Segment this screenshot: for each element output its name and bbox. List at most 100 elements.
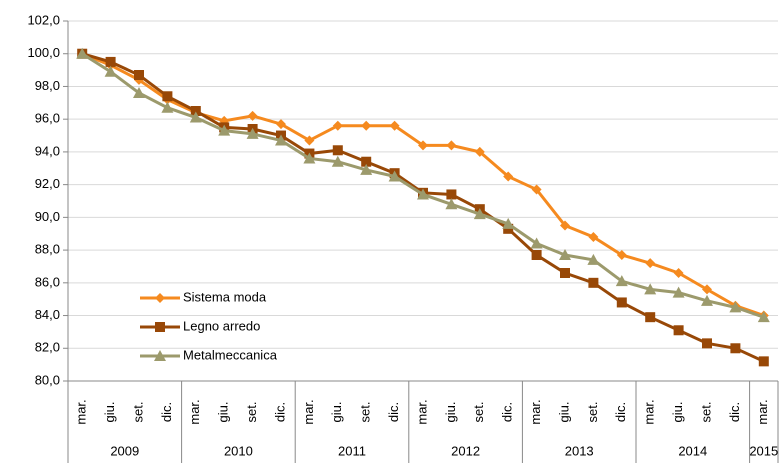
- data-point: [105, 56, 116, 67]
- data-point: [331, 155, 344, 167]
- x-group-label: 2014: [678, 443, 707, 458]
- x-tick-label: dic.: [159, 402, 174, 422]
- data-point: [588, 232, 599, 242]
- data-point: [758, 356, 769, 367]
- x-tick-label: set.: [130, 402, 145, 423]
- x-group-label: 2009: [110, 443, 139, 458]
- series-line: [81, 52, 765, 319]
- data-point: [701, 294, 713, 306]
- y-tick-label: 88,0: [35, 242, 60, 257]
- data-point: [474, 146, 485, 157]
- x-tick-label: dic.: [613, 402, 628, 422]
- x-tick-label: giu.: [443, 402, 458, 423]
- data-point: [560, 220, 570, 231]
- y-tick-label: 92,0: [35, 176, 60, 191]
- x-tick-label: mar.: [642, 399, 657, 424]
- data-point: [702, 338, 712, 349]
- y-tick-label: 90,0: [35, 209, 60, 224]
- legend-label: Metalmeccanica: [183, 347, 278, 362]
- data-point: [133, 87, 145, 98]
- x-tick-label: set.: [471, 402, 486, 423]
- data-point: [361, 120, 372, 131]
- x-group-label: 2012: [451, 443, 480, 458]
- x-tick-label: mar.: [755, 399, 770, 424]
- data-point: [389, 120, 400, 131]
- x-tick-label: giu.: [216, 402, 231, 423]
- data-point: [303, 152, 316, 164]
- data-point: [361, 156, 372, 167]
- data-point: [672, 286, 685, 298]
- data-point: [104, 65, 117, 77]
- data-point: [275, 134, 287, 146]
- data-point: [446, 189, 457, 200]
- y-tick-label: 100,0: [27, 45, 60, 60]
- data-point: [588, 277, 599, 288]
- y-tick-label: 84,0: [35, 307, 60, 322]
- data-point: [616, 250, 627, 260]
- x-tick-label: giu.: [329, 402, 344, 423]
- x-tick-label: mar.: [414, 399, 429, 424]
- x-tick-label: mar.: [301, 399, 316, 424]
- x-tick-label: mar.: [528, 399, 543, 424]
- data-point: [247, 110, 258, 121]
- data-point: [276, 119, 286, 130]
- data-point: [446, 140, 457, 151]
- data-point: [559, 249, 571, 260]
- data-point: [332, 145, 343, 156]
- x-tick-label: set.: [698, 402, 713, 423]
- data-point: [246, 127, 259, 139]
- x-tick-label: giu.: [670, 402, 685, 423]
- data-point: [473, 208, 486, 220]
- data-point: [190, 106, 201, 116]
- data-point: [730, 343, 741, 354]
- legend-marker: [154, 350, 166, 361]
- x-tick-label: giu.: [556, 402, 571, 423]
- data-point: [218, 124, 231, 136]
- y-tick-label: 80,0: [35, 372, 60, 387]
- data-point: [531, 250, 542, 260]
- data-point: [332, 120, 343, 131]
- x-tick-label: dic.: [272, 402, 287, 422]
- data-point: [503, 171, 514, 182]
- legend-marker: [155, 322, 165, 332]
- legend-marker: [155, 293, 165, 303]
- data-point: [360, 163, 373, 175]
- data-point: [530, 237, 543, 249]
- data-point: [445, 198, 458, 210]
- data-point: [673, 325, 684, 336]
- data-point: [644, 283, 657, 295]
- legend-label: Sistema moda: [183, 289, 267, 304]
- data-point: [161, 101, 174, 113]
- y-tick-label: 86,0: [35, 274, 60, 289]
- x-group-label: 2010: [224, 443, 253, 458]
- data-point: [616, 297, 627, 308]
- x-tick-label: mar.: [74, 399, 89, 424]
- data-point: [645, 312, 656, 323]
- x-tick-label: giu.: [102, 402, 117, 423]
- data-point: [502, 217, 515, 229]
- x-tick-label: dic.: [500, 402, 515, 422]
- data-point: [417, 188, 429, 200]
- y-tick-label: 102,0: [27, 12, 60, 27]
- data-point: [76, 47, 89, 59]
- x-group-label: 2011: [338, 443, 366, 458]
- data-point: [757, 311, 770, 323]
- data-point: [134, 70, 144, 80]
- x-tick-label: mar.: [187, 399, 202, 424]
- data-point: [162, 91, 173, 102]
- x-tick-label: set.: [358, 402, 373, 423]
- data-point: [388, 170, 401, 182]
- x-group-label: 2013: [565, 443, 594, 458]
- data-point: [418, 140, 428, 151]
- data-point: [560, 268, 570, 278]
- y-tick-label: 98,0: [35, 78, 60, 93]
- y-tick-label: 96,0: [35, 111, 60, 126]
- data-point: [615, 275, 628, 287]
- x-tick-label: dic.: [727, 402, 742, 422]
- data-point: [702, 284, 712, 295]
- x-tick-label: set.: [585, 402, 600, 423]
- data-point: [304, 135, 315, 146]
- x-group-label: 2015: [749, 443, 778, 458]
- y-tick-label: 94,0: [35, 143, 60, 158]
